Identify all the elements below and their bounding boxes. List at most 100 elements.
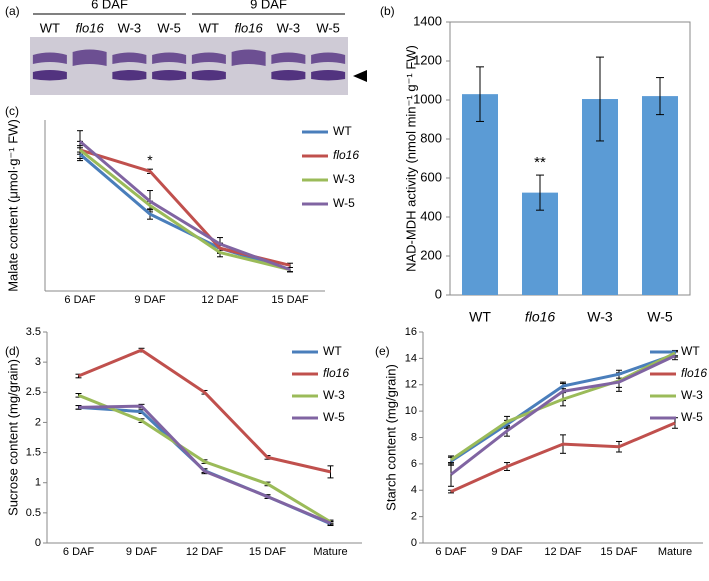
annotation: **: [534, 154, 546, 171]
y-tick-label: 1000: [413, 91, 442, 106]
x-tick-label: 12 DAF: [544, 546, 582, 558]
gel-band: [311, 70, 346, 81]
gel-band: [152, 70, 187, 81]
group-label: 6 DAF: [91, 0, 128, 11]
y-tick-label: 2: [411, 511, 417, 523]
legend-label: W-3: [323, 388, 345, 402]
data-line: [450, 354, 676, 476]
gel-band: [32, 70, 67, 81]
gel-band: [271, 70, 306, 81]
panel-label: (c): [5, 104, 19, 118]
x-tick-label: W-3: [587, 309, 613, 325]
x-tick-label: 15 DAF: [271, 294, 309, 306]
legend-label: flo16: [333, 148, 359, 162]
x-tick-label: 12 DAF: [186, 546, 224, 558]
arrow: [353, 70, 367, 82]
y-tick-label: 0: [435, 286, 442, 301]
y-tick-label: 2.5: [26, 386, 41, 398]
legend-label: W-3: [681, 388, 703, 402]
gel-image: [30, 37, 348, 95]
gel-band: [72, 49, 107, 66]
data-line: [79, 148, 291, 272]
annotation: *: [147, 152, 153, 168]
y-axis-label: Sucrose content (mg/grain): [5, 359, 20, 516]
x-tick-label: 6 DAF: [64, 294, 95, 306]
gel-band: [191, 70, 226, 81]
y-tick-label: 200: [420, 247, 442, 262]
lane-label: W-5: [157, 20, 181, 35]
lane-label: flo16: [235, 20, 264, 35]
lane-label: flo16: [76, 20, 105, 35]
panel-label: (e): [375, 344, 390, 358]
x-tick-label: WT: [469, 309, 491, 325]
data-line: [450, 421, 676, 493]
lane-label: WT: [40, 20, 60, 35]
y-axis-label: Malate content (μmol·g⁻¹ FW): [5, 119, 20, 292]
legend-label: WT: [333, 124, 352, 138]
x-tick-label: Mature: [313, 546, 347, 558]
legend-label: W-3: [333, 172, 355, 186]
y-tick-label: 0.5: [26, 507, 41, 519]
y-tick-label: 4: [411, 484, 417, 496]
legend-label: WT: [323, 344, 342, 358]
gel-band: [191, 52, 226, 64]
data-line: [450, 351, 676, 462]
y-tick-label: 800: [420, 130, 442, 145]
bar: [462, 94, 498, 296]
y-tick-label: 1200: [413, 52, 442, 67]
y-tick-label: 6: [411, 458, 417, 470]
gel-band: [311, 52, 346, 64]
x-tick-label: 15 DAF: [249, 546, 287, 558]
data-line: [77, 393, 332, 524]
data-line: [450, 353, 676, 463]
gel-band: [32, 52, 67, 64]
lane-label: W-3: [118, 20, 142, 35]
y-tick-label: 400: [420, 208, 442, 223]
y-tick-label: 0: [411, 537, 417, 549]
y-axis-label: Starch content (mg/grain): [383, 364, 398, 511]
y-tick-label: 1: [35, 477, 41, 489]
legend-label: flo16: [323, 366, 349, 380]
legend-label: W-5: [323, 410, 345, 424]
x-tick-label: 9 DAF: [126, 546, 157, 558]
x-tick-label: Mature: [658, 546, 692, 558]
x-tick-label: flo16: [525, 309, 556, 325]
data-line: [78, 404, 332, 525]
x-tick-label: W-5: [647, 309, 673, 325]
x-tick-label: 12 DAF: [201, 294, 239, 306]
y-tick-label: 2: [35, 416, 41, 428]
y-tick-label: 12: [405, 379, 417, 391]
panel-label: (b): [380, 4, 395, 18]
x-tick-label: 6 DAF: [63, 546, 94, 558]
gel-band: [112, 52, 147, 64]
gel-band: [271, 52, 306, 64]
legend-label: flo16: [681, 366, 707, 380]
y-tick-label: 1400: [413, 13, 442, 28]
y-tick-label: 1.5: [26, 446, 41, 458]
legend-label: WT: [681, 344, 700, 358]
gel-band: [152, 52, 187, 64]
data-line: [79, 153, 291, 272]
gel-band: [231, 49, 266, 66]
legend-label: W-5: [333, 196, 355, 210]
y-tick-label: 3: [35, 356, 41, 368]
y-tick-label: 10: [405, 405, 417, 417]
y-tick-label: 0: [35, 537, 41, 549]
y-axis-label: NAD-MDH activity (nmol min⁻¹ g⁻¹ FW): [403, 45, 418, 272]
gel-band: [112, 70, 147, 81]
group-label: 9 DAF: [250, 0, 287, 11]
bar: [642, 96, 678, 295]
lane-label: W-3: [277, 20, 301, 35]
x-tick-label: 9 DAF: [134, 294, 165, 306]
x-tick-label: 9 DAF: [491, 546, 522, 558]
lane-label: W-5: [316, 20, 340, 35]
y-tick-label: 16: [405, 326, 417, 338]
lane-label: WT: [199, 20, 219, 35]
y-tick-label: 8: [411, 431, 417, 443]
panel-label: (d): [5, 344, 20, 358]
panel-label: (a): [5, 4, 20, 18]
data-line: [79, 140, 291, 272]
y-tick-label: 600: [420, 169, 442, 184]
plot-frame: [449, 21, 691, 296]
